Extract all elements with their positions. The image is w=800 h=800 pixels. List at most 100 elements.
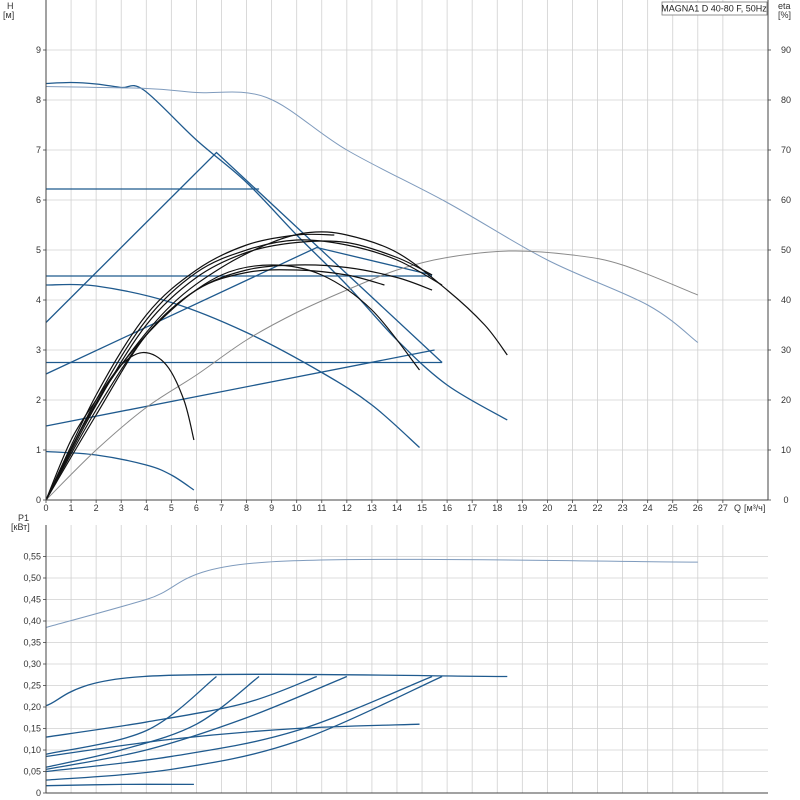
power-curve-1	[45, 673, 508, 707]
y-tick-label: 1	[36, 445, 41, 455]
p-tick-label: 0,50	[23, 573, 41, 583]
y-tick-label: 7	[36, 145, 41, 155]
head-axis-label: H	[7, 1, 14, 11]
x-tick-label: 13	[367, 503, 377, 513]
x-tick-label: 3	[119, 503, 124, 513]
y-tick-label: 5	[36, 245, 41, 255]
y2-tick-label: 0	[783, 495, 788, 505]
p-tick-label: 0,30	[23, 659, 41, 669]
y-tick-label: 2	[36, 395, 41, 405]
p-tick-label: 0	[36, 788, 41, 798]
power-curve-4	[45, 675, 260, 768]
head-curve-0	[45, 81, 508, 421]
y-tick-label: 4	[36, 295, 41, 305]
y2-tick-label: 90	[781, 45, 791, 55]
x-tick-label: 7	[219, 503, 224, 513]
p-tick-label: 0,40	[23, 616, 41, 626]
y2-tick-label: 30	[781, 345, 791, 355]
power-curve-0	[45, 558, 698, 628]
y-tick-label: 8	[36, 95, 41, 105]
x-tick-label: 19	[517, 503, 527, 513]
y2-tick-label: 50	[781, 245, 791, 255]
head-curve-8	[45, 450, 195, 491]
power-axis-unit: [кВт]	[11, 522, 30, 532]
p-tick-label: 0,05	[23, 767, 41, 777]
head-curve-5	[45, 246, 433, 375]
head-grid	[46, 0, 768, 500]
tick-labels: 0 1 2 3 4 5 6 7 8 9 10 11 12 13 14 15 16 17 18 19 20 21 22 23 24…	[23, 45, 791, 798]
eta-axis-unit: [%]	[778, 10, 791, 20]
head-curve-9	[45, 86, 699, 343]
y-tick-label: 6	[36, 195, 41, 205]
eta-axis-label: eta	[778, 1, 791, 11]
power-axis-label: P1	[18, 513, 29, 523]
x-tick-label: 22	[593, 503, 603, 513]
head-axis-unit: [м]	[3, 10, 14, 20]
p-tick-label: 0,20	[23, 702, 41, 712]
x-tick-label: 10	[292, 503, 302, 513]
p-tick-label: 0,45	[23, 595, 41, 605]
efficiency-curve-17	[45, 233, 335, 501]
x-tick-label: 9	[269, 503, 274, 513]
x-tick-label: 5	[169, 503, 174, 513]
head-curve-4	[45, 151, 443, 363]
y-tick-label: 0	[36, 495, 41, 505]
x-tick-label: 27	[718, 503, 728, 513]
head-curve-6	[45, 349, 435, 427]
y-tick-label: 9	[36, 45, 41, 55]
x-tick-label: 4	[144, 503, 149, 513]
flow-axis-label: Q	[734, 503, 741, 513]
x-tick-label: 18	[492, 503, 502, 513]
power-curves	[45, 558, 698, 787]
x-tick-label: 14	[392, 503, 402, 513]
p-tick-label: 0,55	[23, 552, 41, 562]
title-box: MAGNA1 D 40-80 F, 50Hz	[661, 1, 768, 16]
x-tick-label: 1	[69, 503, 74, 513]
x-tick-label: 23	[618, 503, 628, 513]
y2-tick-label: 60	[781, 195, 791, 205]
x-tick-label: 15	[417, 503, 427, 513]
x-tick-label: 6	[194, 503, 199, 513]
p-tick-label: 0,15	[23, 724, 41, 734]
x-tick-label: 20	[542, 503, 552, 513]
power-curve-7	[45, 675, 433, 773]
y2-tick-label: 10	[781, 445, 791, 455]
power-curve-6	[45, 675, 348, 770]
head-curve-7	[45, 283, 420, 448]
x-tick-label: 8	[244, 503, 249, 513]
power-curve-5	[45, 723, 420, 758]
x-tick-label: 0	[43, 503, 48, 513]
x-tick-label: 16	[442, 503, 452, 513]
y-tick-label: 3	[36, 345, 41, 355]
x-tick-label: 21	[567, 503, 577, 513]
power-curve-2	[45, 675, 317, 738]
x-tick-label: 2	[94, 503, 99, 513]
power-grid	[46, 525, 768, 793]
chart-title: MAGNA1 D 40-80 F, 50Hz	[661, 4, 767, 14]
x-tick-label: 11	[317, 503, 326, 513]
y2-tick-label: 40	[781, 295, 791, 305]
flow-axis-unit: [м³/ч]	[744, 503, 765, 513]
x-tick-label: 17	[467, 503, 477, 513]
p-tick-label: 0,35	[23, 638, 41, 648]
efficiency-curve-16	[45, 239, 443, 501]
y2-tick-label: 20	[781, 395, 791, 405]
efficiency-curve-10	[45, 250, 698, 501]
x-tick-label: 25	[668, 503, 678, 513]
efficiency-curve-15	[45, 264, 433, 501]
y2-tick-label: 80	[781, 95, 791, 105]
power-curve-8	[45, 675, 443, 781]
head-efficiency-curves	[45, 81, 699, 501]
p-tick-label: 0,10	[23, 745, 41, 755]
axes	[43, 0, 771, 794]
x-tick-label: 24	[643, 503, 653, 513]
x-tick-label: 12	[342, 503, 352, 513]
title-frame	[661, 1, 768, 16]
efficiency-curve-18	[45, 240, 433, 501]
power-curve-9	[45, 783, 194, 787]
x-tick-label: 26	[693, 503, 703, 513]
p-tick-label: 0,25	[23, 681, 41, 691]
y2-tick-label: 70	[781, 145, 791, 155]
power-curve-3	[45, 675, 217, 755]
